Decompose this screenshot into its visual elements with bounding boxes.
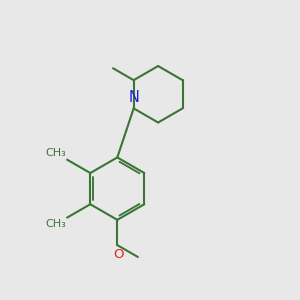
Text: O: O	[113, 248, 124, 261]
Text: CH₃: CH₃	[45, 148, 66, 158]
Text: N: N	[129, 90, 140, 105]
Text: CH₃: CH₃	[45, 219, 66, 229]
